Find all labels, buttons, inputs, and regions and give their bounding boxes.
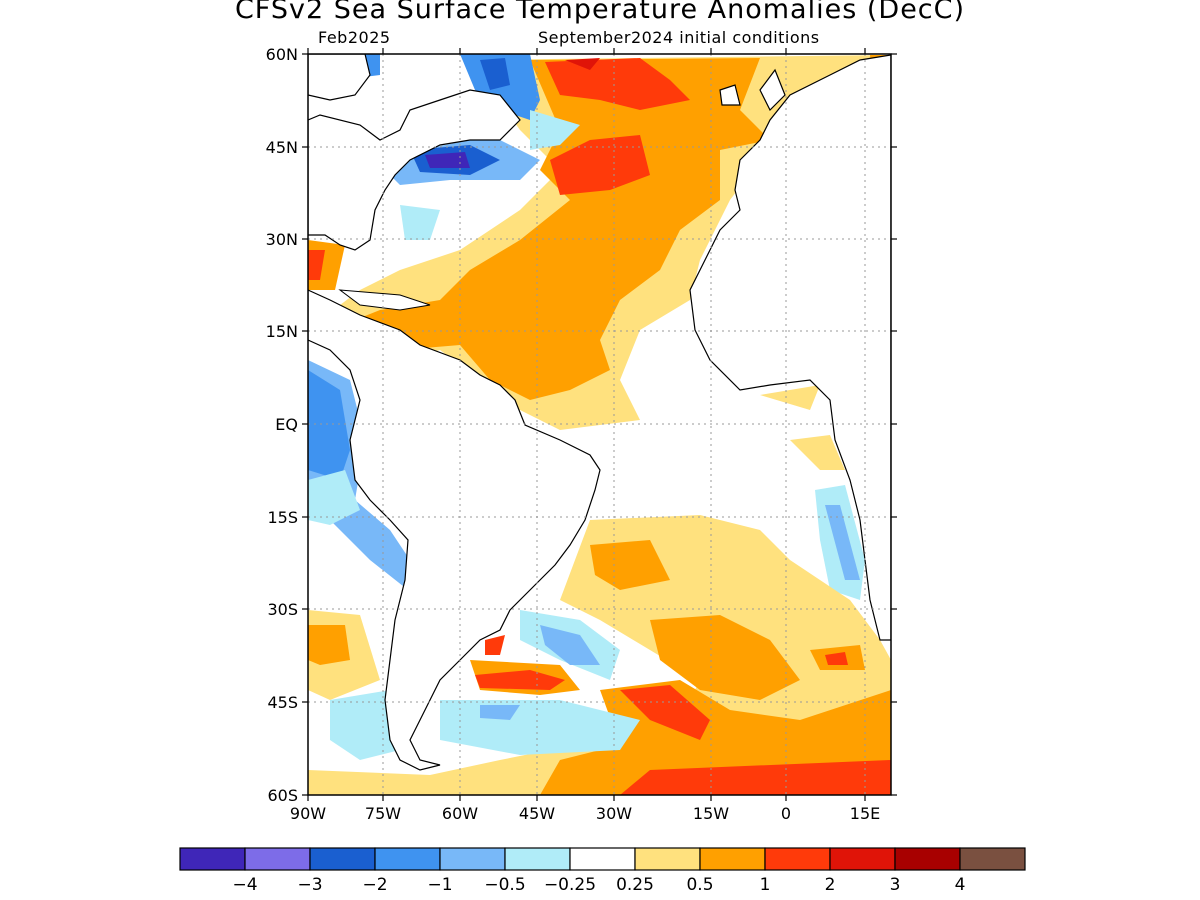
lon-label: 0 — [781, 804, 791, 823]
anomaly-field — [308, 54, 891, 795]
latitude-axis: 60N 45N 30N 15N EQ 15S 30S 45S 60S — [266, 45, 897, 805]
colorbar-swatch — [764, 847, 831, 871]
colorbar-swatch — [374, 847, 441, 871]
lon-label: 15E — [850, 804, 880, 823]
lon-label: 75W — [365, 804, 401, 823]
colorbar-label: −0.5 — [484, 875, 525, 895]
colorbar-label: −1 — [427, 875, 452, 895]
colorbar-label: 3 — [890, 875, 901, 895]
colorbar-label: −4 — [232, 875, 257, 895]
lat-label: 30S — [267, 600, 298, 619]
gridlines — [308, 54, 891, 795]
colorbar-swatch — [634, 847, 701, 871]
colorbar-swatch — [699, 847, 766, 871]
longitude-axis: 90W 75W 60W 45W 30W 15W 0 15E — [290, 48, 880, 823]
initial-conditions-label: September2024 initial conditions — [538, 28, 820, 47]
lat-label: 45N — [266, 138, 298, 157]
valid-month-label: Feb2025 — [318, 28, 391, 47]
colorbar-swatch — [309, 847, 376, 871]
lon-label: 30W — [596, 804, 632, 823]
colorbar-swatch — [959, 847, 1026, 871]
lat-label: 15S — [267, 508, 298, 527]
lat-label: 60N — [266, 45, 298, 64]
colorbar-label: −2 — [362, 875, 387, 895]
colorbar-label: 0.25 — [616, 875, 654, 895]
colorbar-label: 2 — [825, 875, 836, 895]
lat-label: EQ — [275, 415, 298, 434]
colorbar-label: 4 — [955, 875, 966, 895]
colorbar-swatch — [829, 847, 896, 871]
lat-label: 45S — [267, 693, 298, 712]
lat-label: 30N — [266, 230, 298, 249]
lon-label: 60W — [442, 804, 478, 823]
colorbar-swatch — [569, 847, 636, 871]
lon-label: 90W — [290, 804, 326, 823]
lon-label: 15W — [693, 804, 729, 823]
colorbar-swatch — [894, 847, 961, 871]
lat-label: 15N — [266, 322, 298, 341]
colorbar-label: 1 — [760, 875, 771, 895]
colorbar-label: 0.5 — [686, 875, 713, 895]
colorbar-label: −3 — [297, 875, 322, 895]
colorbar: −4 −3 −2 −1 −0.5 −0.25 0.25 0.5 1 2 3 4 — [179, 847, 1026, 895]
colorbar-swatch — [244, 847, 311, 871]
colorbar-swatch — [504, 847, 571, 871]
map-title: CFSv2 Sea Surface Temperature Anomalies … — [234, 0, 966, 25]
colorbar-swatch — [439, 847, 506, 871]
lat-label: 60S — [267, 786, 298, 805]
colorbar-label: −0.25 — [544, 875, 596, 895]
lon-label: 45W — [519, 804, 555, 823]
colorbar-swatch — [179, 847, 246, 871]
